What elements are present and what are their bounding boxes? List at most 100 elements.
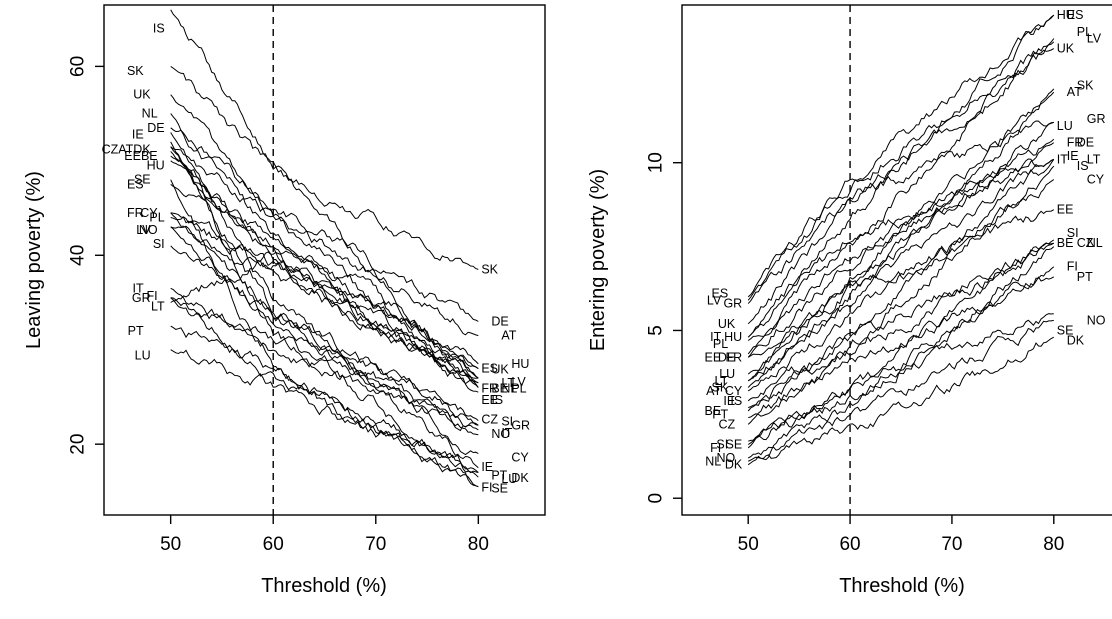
series-line-ie	[747, 159, 1055, 402]
end-label: NO	[1087, 313, 1106, 327]
start-label: DE	[147, 121, 164, 135]
series-line-no	[747, 319, 1054, 459]
start-label: CY	[140, 206, 158, 220]
series-line-pl	[170, 216, 479, 388]
end-label: IS	[1077, 159, 1089, 173]
series-line-es	[170, 184, 479, 370]
start-label: IE	[723, 394, 735, 408]
start-label: SI	[153, 237, 165, 251]
start-label: SE	[134, 173, 151, 187]
end-label: PT	[491, 468, 507, 482]
start-label: EE	[705, 350, 722, 364]
end-label: CZ	[1077, 236, 1094, 250]
start-label: IE	[132, 127, 144, 141]
start-label: GR	[132, 291, 151, 305]
end-label: AT	[1067, 85, 1082, 99]
start-label: SI	[716, 438, 728, 452]
end-label: CZ	[481, 413, 498, 427]
series-line-it	[170, 287, 479, 432]
series-line-sk	[747, 88, 1055, 382]
start-label: CZ	[719, 417, 736, 431]
series-line-lu	[170, 349, 479, 474]
series-line-it	[747, 158, 1055, 338]
start-label: NL	[705, 454, 721, 468]
end-label: GR	[1087, 112, 1106, 126]
start-label: LV	[707, 293, 722, 307]
end-label: HU	[511, 357, 529, 371]
start-label: PL	[149, 211, 164, 225]
axis-ticks: 50 60 70 80 20 40 60	[68, 56, 489, 555]
end-label: SI	[501, 415, 513, 429]
y-tick-label-20: 20	[68, 434, 89, 455]
start-label: IS	[153, 22, 165, 36]
start-label: IT	[133, 281, 144, 295]
y-tick-label-10: 10	[646, 152, 667, 173]
x-tick-label-80: 80	[468, 534, 489, 555]
series-line-lt	[170, 251, 479, 379]
series-line-be	[747, 242, 1054, 412]
series-line-fi	[747, 266, 1055, 449]
start-label: AT	[706, 384, 721, 398]
x-tick-label-70: 70	[941, 534, 962, 555]
series-line-fi	[170, 297, 479, 488]
axis-ticks: 50 60 70 80 0 5 10	[646, 152, 1065, 555]
start-label: FR	[726, 350, 743, 364]
x-tick-label-50: 50	[160, 534, 181, 555]
country-labels: ISSKUKNLDEIECZATDKEEBEHUESSECYPLFRLVNOSI…	[102, 22, 531, 496]
series-line-gr	[170, 297, 479, 428]
series-line-lv	[747, 41, 1055, 301]
end-label: IS	[491, 393, 503, 407]
series-line-fr	[170, 212, 479, 384]
end-label: SK	[1077, 79, 1094, 93]
end-label: FR	[1067, 136, 1084, 150]
end-label: IE	[1067, 149, 1079, 163]
end-label: NO	[491, 427, 510, 441]
end-label: PT	[1077, 270, 1093, 284]
end-label: IT	[501, 426, 512, 440]
series-line-lv	[170, 225, 479, 379]
country-labels: GRLVESUKHUITPLDEFREELTLUCYATSKIEISBEPTCZ…	[705, 8, 1106, 472]
series-line-at	[170, 146, 479, 337]
start-label: LT	[151, 299, 165, 313]
end-label: IE	[481, 460, 493, 474]
series-line-no	[170, 226, 479, 436]
series-line-uk	[747, 48, 1055, 325]
end-label: LU	[501, 472, 517, 486]
y-axis-title: Entering poverty (%)	[587, 169, 609, 351]
start-label: PT	[128, 324, 144, 338]
start-label: NL	[142, 107, 158, 121]
x-axis-title: Threshold (%)	[261, 575, 387, 597]
end-label: DE	[1077, 136, 1094, 150]
start-label: NO	[716, 451, 735, 465]
end-label: FI	[1067, 260, 1078, 274]
end-label: EE	[481, 393, 498, 407]
start-label: LT	[715, 374, 729, 388]
end-label: FI	[481, 481, 492, 495]
end-label: ES	[481, 362, 498, 376]
end-label: UK	[1057, 42, 1075, 56]
start-label: FI	[710, 441, 721, 455]
end-label: LV	[511, 375, 526, 389]
end-label: PL	[1077, 25, 1092, 39]
start-label: CY	[725, 384, 743, 398]
start-label: EEBE	[124, 149, 157, 163]
start-label: IT	[710, 330, 721, 344]
end-label: LV	[1087, 32, 1102, 46]
series-line-lu	[747, 121, 1054, 375]
start-label: HU	[147, 159, 165, 173]
start-label: DE	[718, 350, 735, 364]
start-label: LU	[135, 348, 151, 362]
series-line-uk	[170, 94, 479, 370]
start-label: UK	[718, 317, 736, 331]
series-line-de	[170, 127, 479, 322]
x-tick-label-50: 50	[738, 534, 759, 555]
end-label: LT	[501, 376, 515, 390]
end-label: SK	[481, 262, 498, 276]
series-line-gr	[747, 120, 1054, 304]
y-tick-label-5: 5	[646, 325, 667, 336]
series-line-be	[170, 155, 479, 385]
start-label: GR	[723, 297, 742, 311]
